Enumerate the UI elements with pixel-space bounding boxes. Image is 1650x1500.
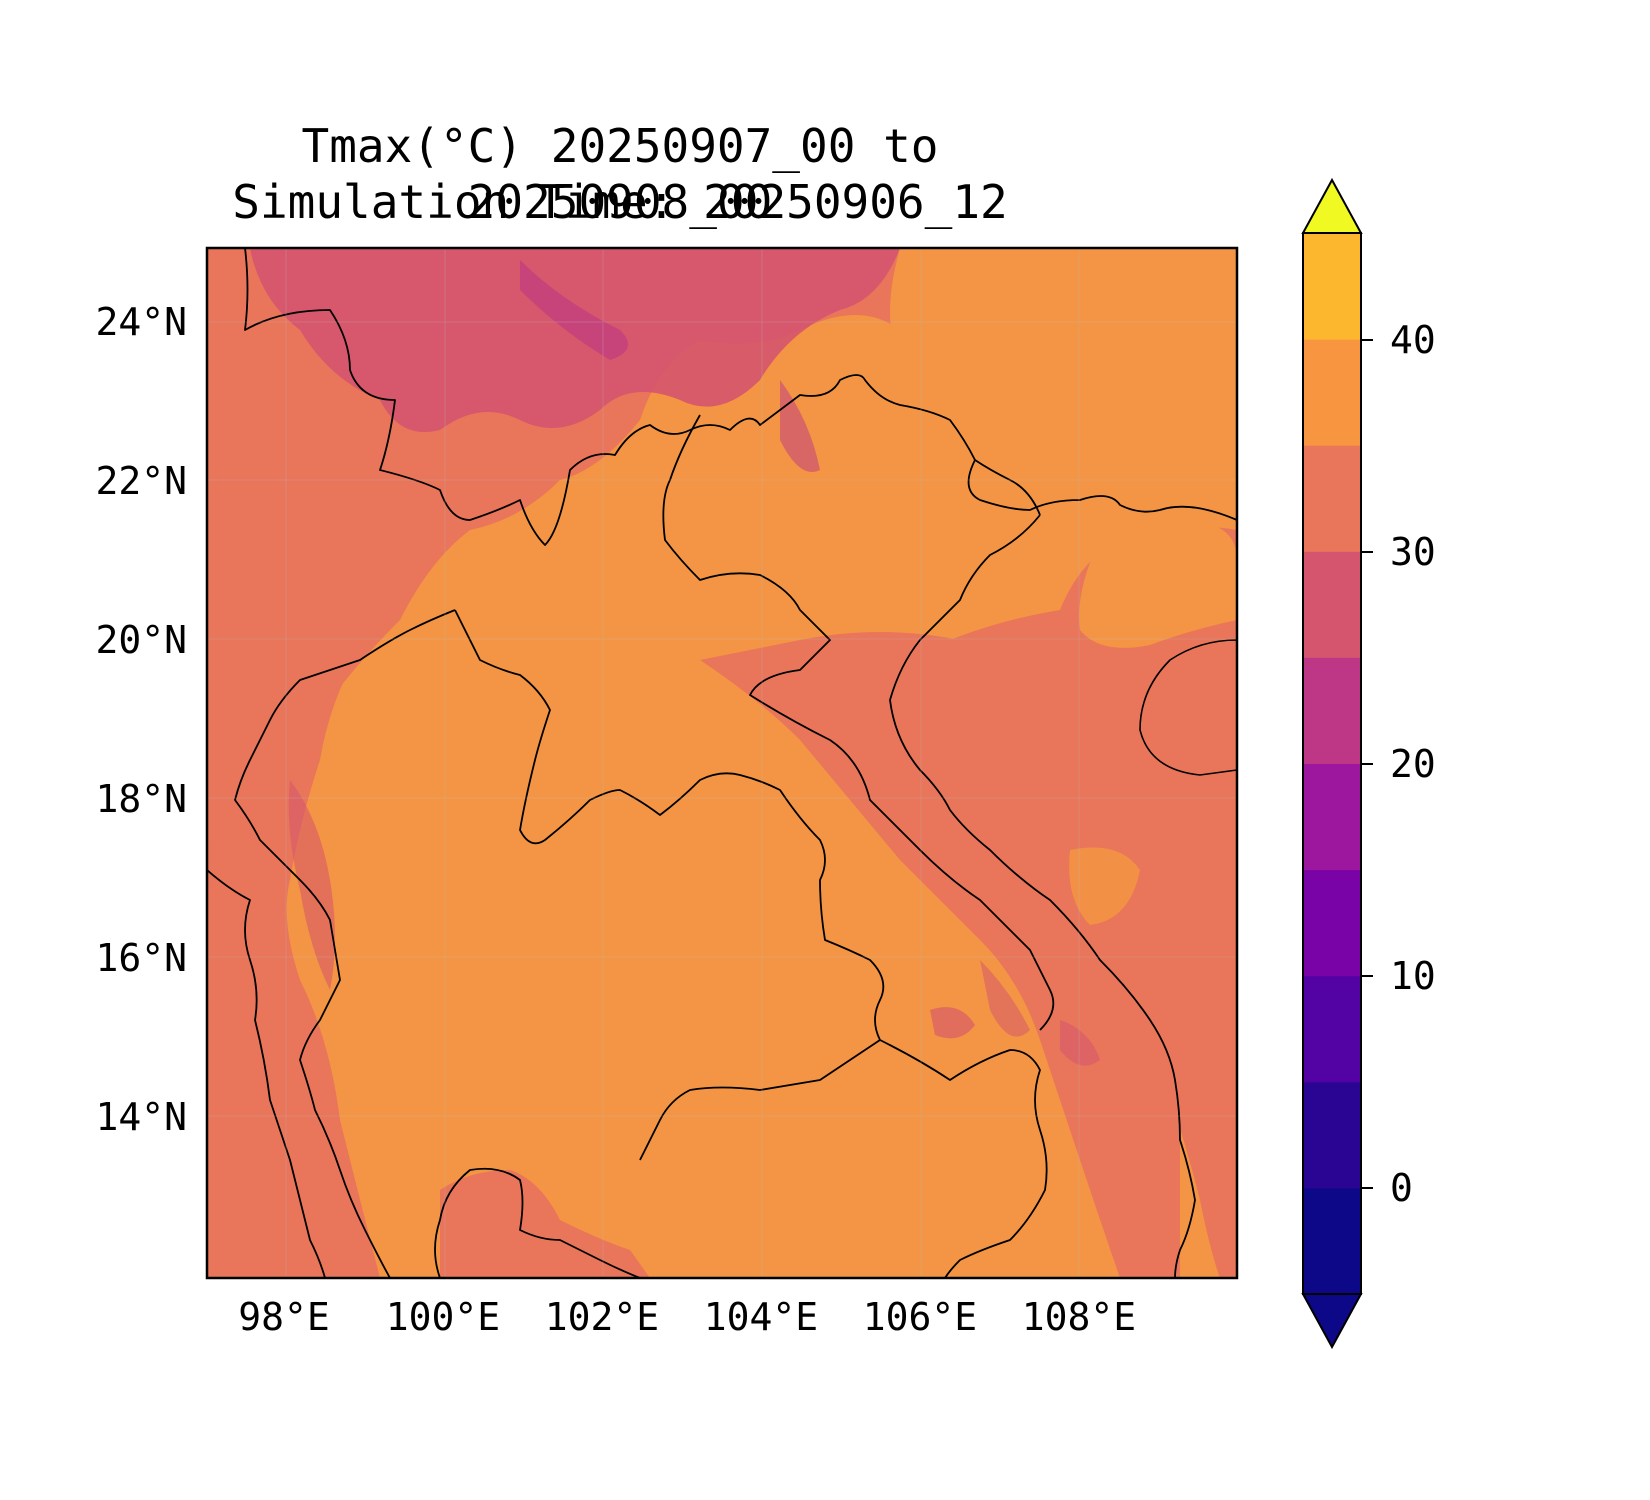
thailand-laos-border	[454, 609, 885, 1041]
map-title: Tmax(°C) 20250907_00 to 20250908_00	[301, 119, 939, 229]
laos-vietnam-border	[662, 414, 1055, 1031]
y-tick-label: 24°N	[95, 300, 187, 344]
colorbar: 40 30 20 10 0	[1301, 177, 1436, 1350]
colorbar-band	[1303, 445, 1361, 552]
colorbar-tick-label: 20	[1390, 742, 1436, 786]
northeast-warm-plain	[890, 248, 1237, 520]
coastlines-and-borders	[207, 248, 1237, 1278]
colorbar-tick-label: 10	[1390, 954, 1436, 998]
colorbar-band	[1303, 657, 1361, 764]
gulf-warm-zone	[1079, 520, 1237, 648]
northern-ridge-1	[520, 260, 628, 360]
vietnam-china-border	[974, 459, 1041, 516]
x-tick-label: 102°E	[545, 1295, 659, 1339]
colorbar-ticks	[1361, 339, 1373, 1189]
map-gridlines	[207, 248, 1237, 1278]
colorbar-extend-min	[1301, 1293, 1363, 1350]
y-tick-label: 20°N	[95, 618, 187, 662]
y-tick-label: 18°N	[95, 777, 187, 821]
colorbar-band	[1303, 1081, 1361, 1189]
colorbar-bands	[1303, 233, 1361, 1295]
x-axis: 98°E 100°E 102°E 104°E 106°E 108°E	[238, 1295, 1136, 1339]
thailand-coast	[434, 1167, 641, 1278]
y-tick-label: 22°N	[95, 459, 187, 503]
colorbar-band	[1303, 233, 1361, 340]
hainan-island	[1139, 639, 1237, 776]
highland-patch-1	[930, 1007, 975, 1039]
x-tick-label: 98°E	[238, 1295, 330, 1339]
colorbar-extend-max	[1301, 177, 1363, 234]
y-axis: 24°N 22°N 20°N 18°N 16°N 14°N	[95, 300, 187, 1139]
colorbar-band	[1303, 339, 1361, 446]
colorbar-tick-label: 30	[1390, 530, 1436, 574]
vietnam-coast	[889, 514, 1196, 1278]
colorbar-band	[1303, 763, 1361, 871]
y-tick-label: 16°N	[95, 936, 187, 980]
x-tick-label: 106°E	[863, 1295, 977, 1339]
sea-warm-patch	[1069, 847, 1140, 925]
colorbar-band	[1303, 551, 1361, 658]
y-tick-label: 14°N	[95, 1095, 187, 1139]
highland-patch-2	[1060, 1020, 1100, 1066]
annamite-cool-zone	[980, 960, 1030, 1037]
x-tick-label: 104°E	[704, 1295, 818, 1339]
map-panel	[207, 248, 1237, 1278]
myanmar-coast	[207, 869, 326, 1278]
colorbar-band	[1303, 975, 1361, 1083]
cambodia-vietnam-border	[879, 1039, 1048, 1278]
colorbar-tick-label: 40	[1390, 318, 1436, 362]
gulf-of-thailand	[440, 1170, 650, 1278]
colorbar-band	[1303, 1187, 1361, 1295]
colorbar-tick-label: 0	[1390, 1166, 1413, 1210]
thailand-myanmar-border	[234, 609, 456, 1278]
x-tick-label: 108°E	[1022, 1295, 1136, 1339]
colorbar-band	[1303, 869, 1361, 977]
northern-mountains-cool-zone	[250, 248, 900, 432]
x-tick-label: 100°E	[386, 1295, 500, 1339]
map-subtitle: Simulation Time: 20250906_12	[232, 175, 1008, 229]
thailand-cambodia-border	[639, 1039, 881, 1161]
western-cool-zone	[288, 780, 335, 990]
china-border	[244, 248, 1237, 546]
map-frame	[205, 246, 1239, 1280]
western-highlands-zone	[207, 650, 380, 1278]
